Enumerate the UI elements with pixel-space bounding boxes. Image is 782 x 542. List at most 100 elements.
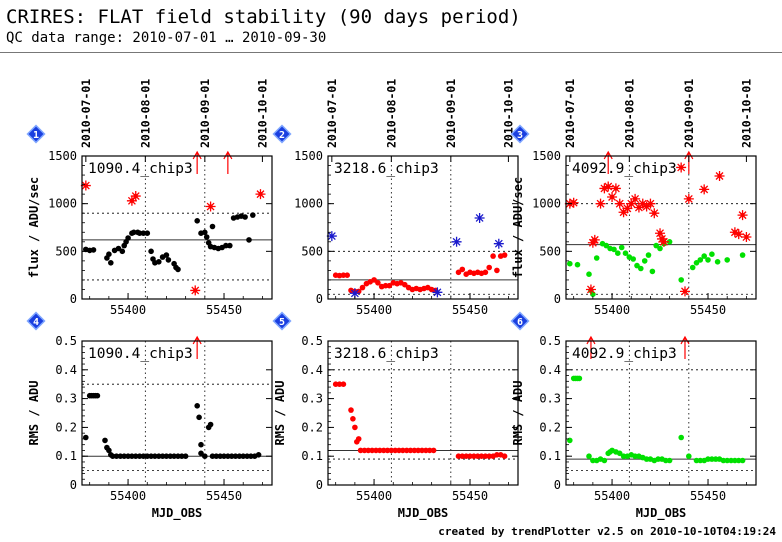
- panel-5-badge-icon: [272, 311, 292, 331]
- panel-4-data-point: [221, 453, 227, 460]
- panel-1-ytick-label: 500: [55, 244, 77, 258]
- panel-1-data-point: [203, 234, 210, 240]
- panel-1-data-point: [227, 242, 233, 249]
- panel-2-data-point: [494, 267, 500, 274]
- panel-6-badge-icon: [510, 311, 530, 331]
- panel-2-frame: [327, 155, 519, 300]
- panel-1-xtick-label: 55400: [110, 303, 146, 317]
- panel-1-data-point: [250, 212, 256, 218]
- panel-3-outlier-point: [683, 193, 694, 204]
- panel-3-outlier-point: [614, 198, 625, 209]
- panel-4-data-point: [213, 453, 220, 460]
- panel-5-data-point: [369, 447, 375, 454]
- panel-1-data-point: [140, 230, 147, 236]
- panel-5-ytick-label: 0.3: [301, 392, 323, 406]
- panel-3-data-point: [705, 257, 711, 263]
- panel-3-outlier-point: [626, 198, 637, 209]
- panel-2-data-point: [490, 253, 496, 259]
- page-title: CRIRES: FLAT field stability (90 days pe…: [6, 6, 521, 28]
- panel-5-data-point: [459, 453, 466, 460]
- panel-5-xtick-label: 55450: [452, 489, 488, 503]
- panel-3-data-point: [657, 245, 663, 252]
- panel-3-data-point: [693, 260, 700, 266]
- panel-6-frame: [565, 340, 757, 486]
- panel-1-outlier-point: [205, 201, 216, 212]
- panel-3-frame: [565, 155, 757, 300]
- panel-6-ylabel: RMS / ADU: [511, 380, 525, 445]
- panel-3-ytick-label: 0: [554, 292, 561, 306]
- panel-3-data-point: [603, 242, 610, 249]
- panel-2-data-point: [375, 280, 381, 286]
- panel-1-outlier-point: [80, 180, 91, 191]
- panel-3-outlier-point: [641, 201, 652, 212]
- panel-6-data-point: [686, 453, 692, 460]
- panel-1-data-point: [223, 242, 229, 249]
- panel-3-outlier-point: [656, 233, 667, 244]
- panel-1-ytick-label: 1000: [48, 197, 77, 211]
- panel-3-outlier-point: [741, 232, 752, 243]
- panel-1-data-point: [119, 248, 126, 255]
- panel-2-outlier-point: [432, 287, 443, 298]
- panel-3-data-point: [641, 258, 648, 264]
- page-subtitle: QC data range: 2010-07-01 … 2010-09-30: [6, 30, 327, 46]
- panel-2-data-point: [482, 269, 489, 276]
- panel-3-outlier-point: [622, 203, 633, 214]
- panel-6-data-point: [739, 457, 746, 464]
- panel-1-data-point: [108, 260, 114, 266]
- panel-3-data-point: [724, 257, 730, 263]
- panel-4-ylabel: RMS / ADU: [27, 380, 41, 445]
- panel-5-data-point: [501, 453, 508, 460]
- panel-5-ytick-label: 0.5: [301, 334, 323, 348]
- panel-1-data-point: [131, 229, 137, 236]
- panel-3-outlier-point: [737, 210, 748, 221]
- panel-3-outlier-point: [729, 227, 740, 238]
- panel-3-ytick-label: 500: [539, 244, 561, 258]
- panel-4-xtick-label: 55450: [206, 489, 242, 503]
- panel-6-data-point: [705, 456, 711, 462]
- panel-3-data-point: [678, 277, 684, 283]
- panel-1-data-point: [175, 266, 181, 273]
- panel-1-date-label: 2010-08-01: [138, 79, 152, 148]
- panel-3-outlier-point: [568, 197, 579, 208]
- panel-3-outlier-point: [714, 171, 725, 182]
- panel-2-data-point: [501, 252, 508, 258]
- panel-4-data-point: [102, 437, 108, 444]
- panel-3-data-point: [701, 253, 707, 259]
- panel-3-date-label: 2010-10-01: [739, 79, 753, 148]
- panel-6-data-point: [655, 456, 661, 462]
- panel-2-date-label: 2010-09-01: [444, 79, 458, 148]
- panel-2-data-point: [344, 272, 351, 279]
- panel-1-data-point: [242, 214, 248, 220]
- panel-3-data-point: [622, 250, 629, 256]
- panel-1-ylabel: flux / ADU/sec: [27, 177, 41, 278]
- panel-4-xlabel: MJD_OBS: [152, 506, 203, 521]
- panel-3-outlier-point: [679, 286, 690, 297]
- panel-3-data-point: [739, 252, 746, 258]
- panel-4-data-point: [232, 453, 239, 460]
- panel-1-data-point: [144, 230, 151, 236]
- panel-5-data-point: [400, 447, 406, 454]
- panel-4-ytick-label: 0.1: [55, 449, 77, 463]
- panel-5-ytick-label: 0.2: [301, 420, 323, 434]
- panel-5-ytick-label: 0: [316, 478, 323, 492]
- panel-1-xtick-label: 55450: [206, 303, 242, 317]
- panel-5-frame: [327, 340, 519, 486]
- panel-3-ylabel: flux / ADU/sec: [511, 177, 525, 278]
- panel-3-date-label: 2010-07-01: [563, 79, 577, 148]
- panel-3-outlier-point: [676, 162, 687, 173]
- panel-5-data-point: [419, 447, 425, 454]
- panel-6-data-point: [697, 457, 704, 464]
- panel-5-data-point: [357, 447, 364, 454]
- panel-3-data-point: [615, 250, 621, 256]
- panel-3-outlier-point: [585, 284, 596, 295]
- panel-2-data-point: [455, 269, 462, 276]
- panel-1-outlier-point: [255, 189, 266, 200]
- panel-3-xtick-label: 55450: [690, 303, 726, 317]
- panel-4-label: 1090.4_chip3: [88, 346, 193, 362]
- panel-1-frame: [81, 155, 273, 300]
- panel-3-data-point: [586, 271, 592, 278]
- panel-4-data-point: [163, 453, 170, 460]
- panel-4-data-point: [113, 453, 120, 460]
- panel-1-data-point: [156, 259, 162, 265]
- panel-6-ytick-label: 0.5: [539, 334, 561, 348]
